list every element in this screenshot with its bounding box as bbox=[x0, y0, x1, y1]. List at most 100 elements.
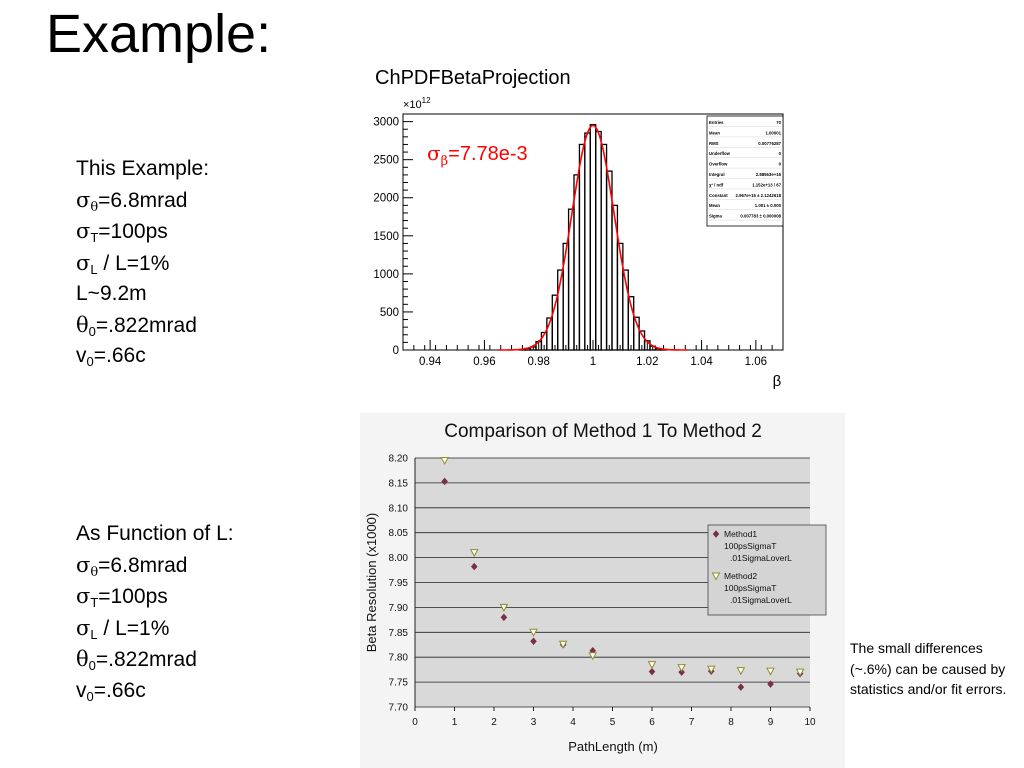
y-tick-label: 8.05 bbox=[389, 528, 409, 539]
param-line: θ0=.822mrad bbox=[76, 310, 209, 342]
param-value: =100ps bbox=[98, 585, 168, 608]
x-tick-label: 0 bbox=[412, 717, 418, 728]
legend-series-detail: .01SigmaLoverL bbox=[730, 595, 792, 605]
x-axis-label: β bbox=[773, 373, 782, 390]
y-tick-label: 2000 bbox=[373, 193, 399, 205]
method2-point bbox=[588, 652, 598, 661]
method1-point bbox=[470, 562, 478, 571]
y-tick-label: 7.80 bbox=[389, 653, 409, 664]
method2-point bbox=[677, 664, 686, 673]
param-subscript: 0 bbox=[86, 354, 94, 369]
stats-key: Mean bbox=[709, 130, 720, 135]
param-line: σL / L=1% bbox=[76, 613, 234, 645]
legend-series-name: Method1 bbox=[724, 529, 757, 539]
param-symbol: v bbox=[76, 678, 87, 702]
legend-series-detail: 100psSigmaT bbox=[724, 583, 776, 593]
y-tick-label: 7.75 bbox=[389, 678, 409, 689]
chart-title: Comparison of Method 1 To Method 2 bbox=[444, 421, 762, 442]
param-heading: This Example: bbox=[76, 157, 210, 180]
legend-box bbox=[707, 524, 827, 616]
param-line: v0=.66c bbox=[76, 676, 234, 707]
param-subscript: 0 bbox=[88, 658, 96, 673]
stats-key: Overflow bbox=[709, 162, 728, 167]
method1-point bbox=[441, 477, 448, 486]
y-tick-label: 8.10 bbox=[389, 503, 409, 514]
param-value: =100ps bbox=[98, 220, 168, 243]
y-tick-label: 7.70 bbox=[389, 703, 409, 714]
x-tick-label: 0.94 bbox=[419, 356, 442, 368]
method1-point bbox=[530, 637, 537, 646]
stats-key: Entries bbox=[709, 120, 724, 125]
stats-value: 1.00001 bbox=[765, 130, 781, 135]
param-line: σθ=6.8mrad bbox=[76, 550, 234, 582]
method2-point bbox=[711, 572, 721, 581]
x-tick-label: 6 bbox=[649, 717, 655, 728]
histogram-chart: ChPDFBetaProjection ×1012 0 500 1000 1500 2000… bbox=[373, 67, 784, 390]
param-symbol: σ bbox=[76, 219, 91, 243]
note-text: The small differences (~.6%) can be caus… bbox=[850, 640, 1007, 697]
x-tick-label: 4 bbox=[570, 717, 576, 728]
method1-point bbox=[500, 613, 508, 622]
x-tick-label: 1.06 bbox=[745, 356, 767, 368]
x-tick-label: 5 bbox=[610, 717, 616, 728]
param-subscript: L bbox=[90, 626, 98, 642]
x-tick-label: 8 bbox=[728, 717, 734, 728]
stats-value: 1.152e+13 / 67 bbox=[752, 182, 781, 187]
y-tick-label: 7.95 bbox=[389, 578, 409, 589]
stats-box bbox=[706, 115, 784, 227]
legend-series-detail: 100psSigmaT bbox=[724, 541, 776, 551]
param-value: / L=1% bbox=[97, 616, 170, 640]
method2-point bbox=[706, 665, 716, 674]
param-symbol: σ bbox=[76, 187, 91, 212]
method2-point bbox=[499, 603, 509, 612]
param-value: =.822mrad bbox=[95, 313, 197, 337]
param-subscript: L bbox=[90, 261, 98, 277]
x-tick-label: 1.02 bbox=[636, 356, 658, 368]
param-line: σθ=6.8mrad bbox=[76, 185, 209, 217]
param-symbol: θ bbox=[76, 647, 89, 671]
stats-value: 2.967e+15 ± 2.1242618 bbox=[736, 193, 782, 198]
stats-value: 0.00776287 bbox=[758, 141, 781, 146]
param-line: θ0=.822mrad bbox=[76, 644, 234, 676]
legend-series-detail: .01SigmaLoverL bbox=[730, 553, 792, 563]
x-tick-label: 9 bbox=[768, 717, 774, 728]
param-value: =.822mrad bbox=[95, 648, 197, 671]
y-tick-label: 7.85 bbox=[389, 628, 409, 639]
chart-title: ChPDFBetaProjection bbox=[375, 67, 571, 89]
params-function-of-l: As Function of L: σθ=6.8mrad σT=100ps σL / … bbox=[76, 519, 234, 706]
method1-point bbox=[712, 530, 720, 538]
y-tick-label: 8.00 bbox=[389, 553, 409, 564]
comparison-chart: Comparison of Method 1 To Method 2 7.70 7.… bbox=[360, 413, 845, 768]
param-value: =.66c bbox=[93, 344, 146, 367]
slide-title: Example: bbox=[46, 4, 272, 64]
sigma-annotation: σβ=7.78e-3 bbox=[427, 141, 528, 169]
stats-value: 0.007783 ± 0.000008 bbox=[740, 214, 781, 219]
method1-point bbox=[737, 683, 745, 691]
param-value: / L=1% bbox=[97, 251, 170, 275]
method1-point bbox=[767, 680, 774, 688]
param-line: L~9.2m bbox=[76, 279, 209, 310]
param-line: v0=.66c bbox=[76, 341, 209, 372]
x-axis-label: PathLength (m) bbox=[568, 739, 658, 754]
param-line: σT=100ps bbox=[76, 581, 234, 613]
x-tick-label: 1 bbox=[590, 356, 596, 368]
legend-series-name: Method2 bbox=[724, 571, 757, 581]
param-value: L~9.2m bbox=[76, 282, 147, 305]
method2-point bbox=[795, 668, 805, 677]
method1-point bbox=[648, 667, 656, 676]
y-axis-label: Beta Resolution (x1000) bbox=[364, 513, 379, 652]
x-tick-label: 1.04 bbox=[690, 356, 713, 368]
param-symbol: σ bbox=[76, 584, 91, 608]
x-tick-label: 3 bbox=[531, 717, 537, 728]
method2-point bbox=[440, 456, 449, 466]
stats-value: 1.001 ± 0.000 bbox=[755, 203, 782, 208]
y-tick-label: 0 bbox=[393, 345, 399, 357]
fit-curve bbox=[498, 124, 688, 351]
stats-key: Sigma bbox=[709, 214, 723, 219]
param-subscript: 0 bbox=[86, 688, 94, 704]
x-tick-label: 2 bbox=[491, 717, 497, 728]
stats-key: Underflow bbox=[709, 151, 731, 156]
param-line: σL / L=1% bbox=[76, 248, 209, 280]
param-subscript: 0 bbox=[88, 323, 96, 339]
param-line: σT=100ps bbox=[76, 216, 209, 248]
